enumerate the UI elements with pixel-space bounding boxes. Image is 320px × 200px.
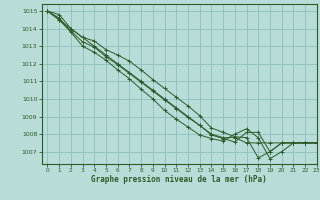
- X-axis label: Graphe pression niveau de la mer (hPa): Graphe pression niveau de la mer (hPa): [91, 175, 267, 184]
